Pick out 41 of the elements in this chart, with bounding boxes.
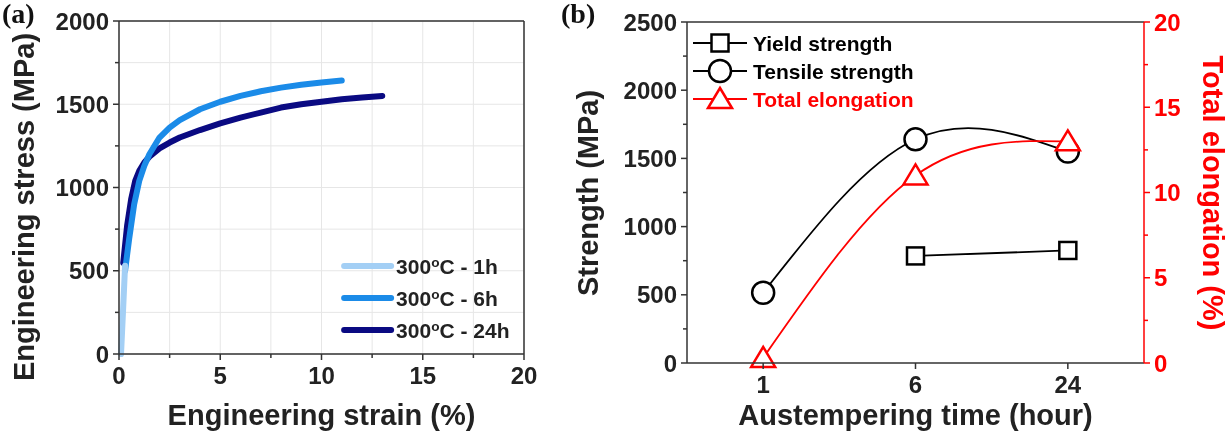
x-axis-title: Engineering strain (%) — [167, 399, 476, 431]
y2-tick-label: 10 — [1154, 179, 1181, 207]
y-tick-label: 2000 — [623, 76, 677, 104]
legend-label: Yield strength — [753, 31, 893, 55]
legend-label: 300$^{o}$C - 6h — [396, 286, 498, 310]
point — [1054, 129, 1082, 152]
point — [750, 280, 776, 305]
y-tick-label: 1500 — [623, 145, 677, 173]
y-tick-label: 0 — [95, 340, 109, 368]
y2-axis-title: Total elongation (%) — [1196, 55, 1229, 331]
y-tick-label: 2500 — [623, 8, 677, 36]
point — [905, 246, 926, 266]
x-tick-label: 5 — [213, 362, 227, 389]
x-tick-label: 24 — [1054, 371, 1082, 398]
x-tick-label: 1 — [756, 371, 770, 398]
y-axis-title: Engineering stress (MPa) — [8, 32, 41, 382]
x-axis-title: Austempering time (hour) — [738, 399, 1093, 431]
x-tick-label: 10 — [308, 362, 335, 389]
y-axis-title: Strength (MPa) — [572, 89, 605, 297]
x-tick-label: 0 — [112, 362, 126, 389]
x-tick-label: 20 — [510, 362, 538, 389]
y-tick-label: 1000 — [623, 213, 677, 241]
legend-label: 300$^{o}$C - 24h — [396, 318, 510, 342]
x-tick-label: 6 — [908, 371, 923, 398]
y-tick-label: 2000 — [55, 7, 109, 35]
y2-tick-label: 15 — [1154, 93, 1181, 121]
y-tick-label: 500 — [68, 257, 109, 285]
point — [903, 127, 928, 152]
point — [1058, 240, 1078, 261]
point — [902, 163, 929, 186]
x-tick-label: 15 — [409, 362, 437, 389]
y-tick-label: 1000 — [55, 174, 109, 202]
chart-title: (b) — [561, 0, 596, 29]
legend-label: 300$^{o}$C - 1h — [396, 254, 498, 278]
chart-title: (a) — [2, 0, 35, 29]
y-tick-label: 500 — [636, 281, 677, 309]
y2-tick-label: 20 — [1154, 8, 1181, 36]
y-tick-label: 1500 — [55, 90, 109, 118]
legend-label: Total elongation — [753, 87, 914, 111]
y2-tick-label: 5 — [1154, 264, 1168, 292]
legend-label: Tensile strength — [753, 59, 914, 83]
